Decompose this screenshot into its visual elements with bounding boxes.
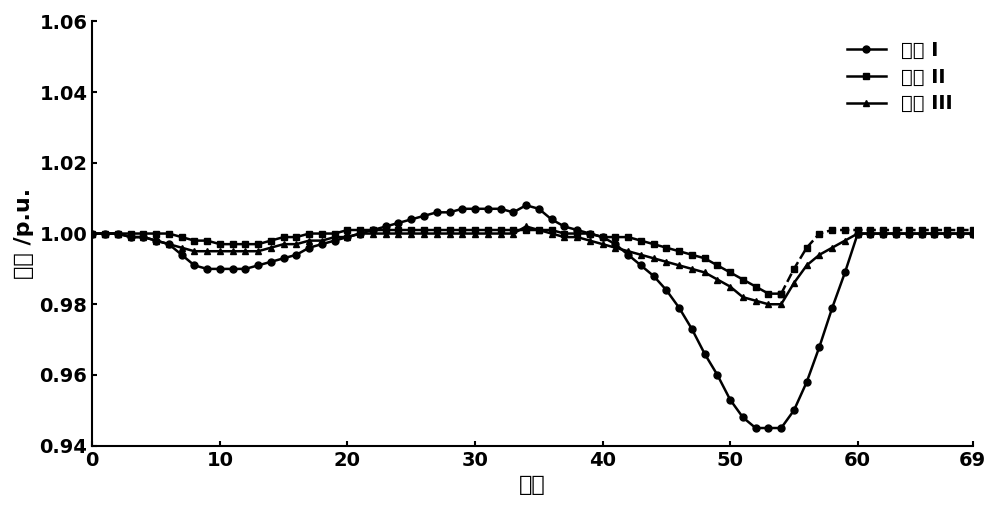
Legend: 方案 I, 方案 II, 方案 III: 方案 I, 方案 II, 方案 III bbox=[837, 31, 963, 123]
Y-axis label: 电压 /p.u.: 电压 /p.u. bbox=[14, 188, 34, 279]
X-axis label: 节点: 节点 bbox=[519, 475, 546, 495]
